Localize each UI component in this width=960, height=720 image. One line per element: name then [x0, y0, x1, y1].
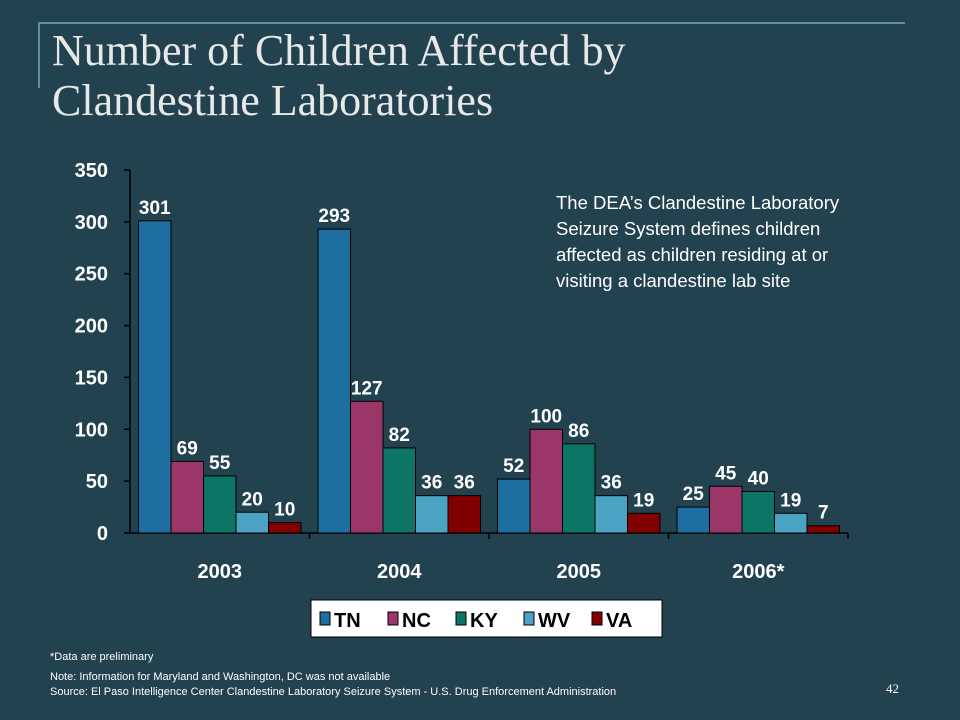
bar — [170, 460, 204, 534]
data-label: 7 — [818, 503, 829, 524]
data-label: 82 — [389, 425, 410, 446]
bar — [203, 475, 237, 534]
legend-swatch — [591, 611, 603, 626]
data-label: 86 — [568, 421, 589, 442]
y-tick-label: 100 — [75, 419, 108, 441]
data-label: 19 — [780, 490, 801, 511]
footnote-preliminary: *Data are preliminary — [50, 651, 154, 663]
footnote-source: Source: El Paso Intelligence Center Clan… — [50, 686, 617, 698]
bar — [709, 485, 743, 534]
data-label: 36 — [454, 473, 475, 494]
data-label: 52 — [503, 456, 524, 477]
bar — [529, 428, 563, 534]
footnote-note: Note: Information for Maryland and Washi… — [50, 671, 391, 683]
page-number: 42 — [886, 681, 899, 696]
bar — [741, 491, 775, 534]
data-label: 36 — [421, 473, 442, 494]
x-category-label: 2003 — [198, 561, 243, 583]
data-label: 69 — [177, 438, 198, 459]
legend-label: TN — [334, 610, 361, 632]
bar — [268, 522, 302, 534]
legend-label: VA — [606, 610, 632, 632]
legend-swatch — [387, 611, 399, 626]
data-label: 301 — [139, 198, 171, 219]
x-category-label: 2005 — [557, 561, 602, 583]
bar — [774, 512, 808, 534]
bar — [382, 447, 416, 534]
x-category-label: 2006* — [732, 561, 784, 583]
slide-title: Number of Children Affected by Clandesti… — [52, 26, 912, 126]
legend-label: WV — [538, 610, 571, 632]
bar — [235, 511, 269, 534]
bar — [138, 220, 172, 534]
y-tick-label: 300 — [75, 212, 108, 234]
definition-note: The DEA’s Clandestine Laboratory Seizure… — [556, 192, 840, 291]
legend-swatch — [455, 611, 467, 626]
x-category-label: 2004 — [377, 561, 422, 583]
y-tick-label: 0 — [97, 523, 108, 545]
y-tick-label: 200 — [75, 316, 108, 338]
title-line-2: Clandestine Laboratories — [52, 76, 494, 125]
y-tick-label: 250 — [75, 264, 108, 286]
data-label: 100 — [530, 406, 562, 427]
legend-label: KY — [470, 610, 498, 632]
bar — [350, 400, 384, 534]
y-tick-label: 350 — [75, 160, 108, 182]
data-label: 10 — [274, 500, 295, 521]
legend-box — [310, 599, 663, 638]
bar — [594, 495, 628, 534]
title-line-1: Number of Children Affected by — [52, 26, 626, 75]
y-tick-label: 50 — [86, 471, 108, 493]
data-label: 36 — [601, 473, 622, 494]
legend-label: NC — [402, 610, 431, 632]
data-label: 293 — [318, 206, 350, 227]
data-label: 127 — [351, 378, 383, 399]
data-label: 45 — [715, 463, 737, 484]
bar — [627, 512, 661, 534]
data-label: 40 — [748, 469, 769, 490]
bar — [317, 228, 351, 534]
bar — [415, 495, 449, 534]
legend-swatch — [319, 611, 331, 626]
bar — [676, 506, 710, 534]
bar — [447, 495, 481, 534]
y-tick-label: 150 — [75, 367, 108, 389]
title-accent-line — [38, 22, 40, 88]
bar — [497, 478, 531, 534]
data-label: 20 — [242, 489, 263, 510]
bar — [562, 443, 596, 534]
data-label: 19 — [633, 490, 654, 511]
legend-swatch — [523, 611, 535, 626]
data-label: 25 — [683, 484, 705, 505]
bar — [806, 525, 840, 534]
title-rule — [40, 22, 905, 24]
data-label: 55 — [209, 453, 231, 474]
